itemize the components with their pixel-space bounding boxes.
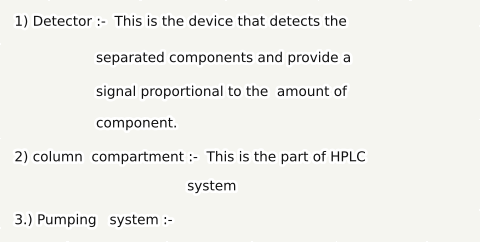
Text: system: system (187, 179, 237, 193)
Text: 2) column  compartment :-  This is the part of HPLC: 2) column compartment :- This is the par… (14, 150, 369, 164)
Text: 1) Detector :-  This is the device that detects the: 1) Detector :- This is the device that d… (14, 15, 349, 29)
Text: separated components and provide a: separated components and provide a (96, 51, 353, 65)
Text: component.: component. (96, 116, 178, 130)
Text: 3.) Pumping   system :-: 3.) Pumping system :- (14, 213, 174, 227)
Text: signal proportional to the  amount of: signal proportional to the amount of (96, 85, 349, 99)
